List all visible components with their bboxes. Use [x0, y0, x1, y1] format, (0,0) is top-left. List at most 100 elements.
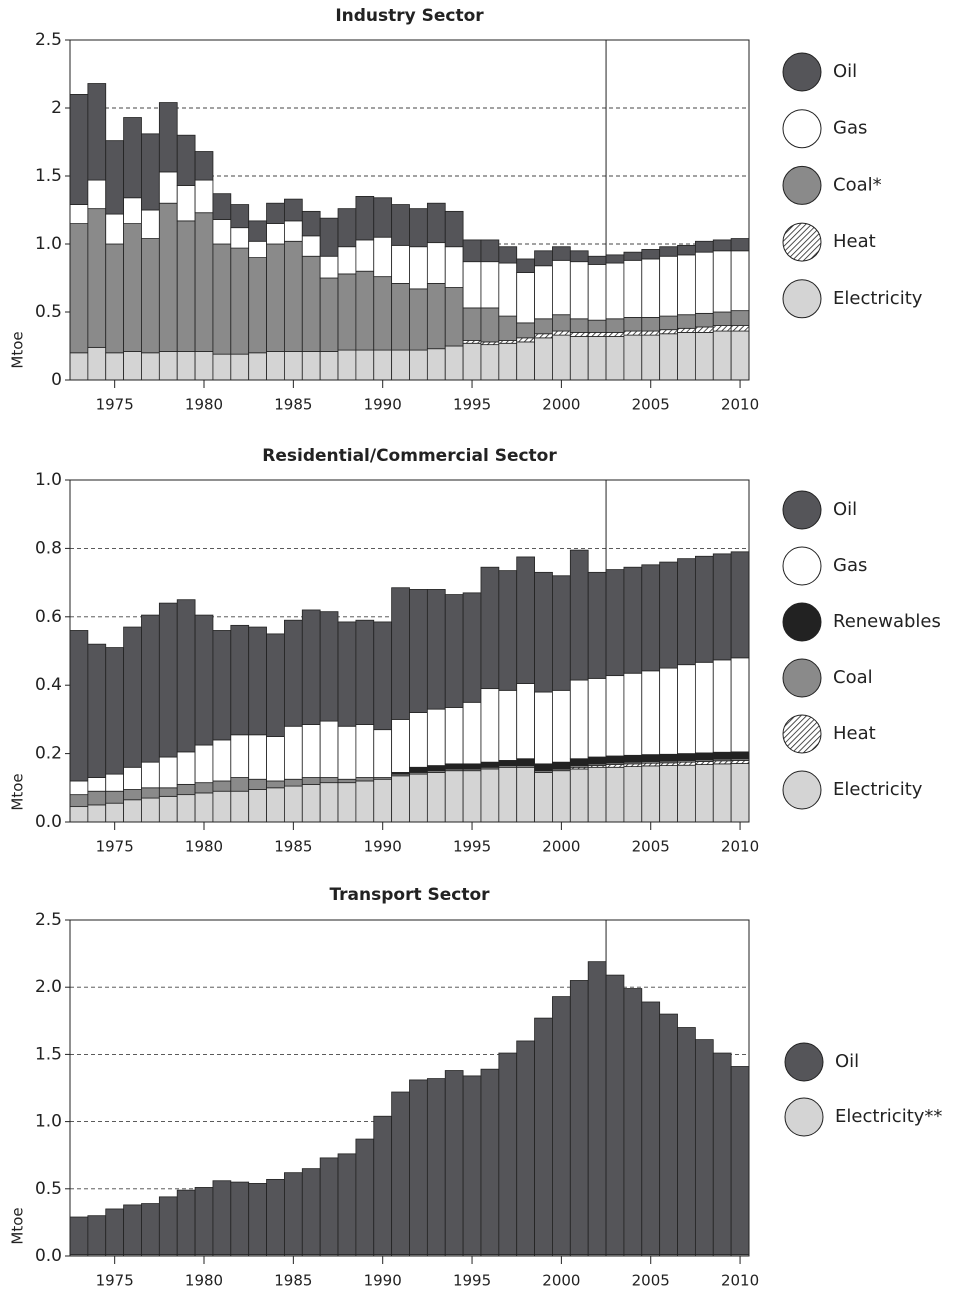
bar-segment — [301, 783, 321, 823]
x-tick-label: 1990 — [364, 396, 402, 414]
bar-segment — [373, 197, 393, 238]
bar-segment — [498, 246, 518, 264]
bar-segment — [426, 589, 446, 710]
bar-segment — [212, 243, 232, 355]
bar-segment — [641, 1001, 661, 1256]
bar-segment — [337, 273, 357, 351]
bar-segment — [659, 1013, 678, 1256]
bar-segment — [284, 220, 303, 242]
bar-segment — [355, 1138, 375, 1256]
bar-segment — [248, 734, 267, 780]
bar-segment — [141, 761, 160, 789]
bar-segment — [587, 571, 607, 679]
bar-segment — [391, 204, 410, 246]
bar-segment — [730, 751, 750, 760]
bar-segment — [480, 761, 500, 768]
bar-segment — [444, 594, 464, 708]
bar-segment — [230, 227, 250, 249]
bar-segment — [712, 751, 732, 760]
bar-segment — [659, 329, 678, 335]
bar-segment — [641, 317, 661, 332]
chart-title: Industry Sector — [335, 6, 484, 26]
bar-segment — [694, 240, 714, 253]
bar-segment — [194, 351, 214, 381]
bar-segment — [605, 766, 625, 823]
bar-segment — [319, 351, 339, 381]
bar-segment — [141, 352, 160, 381]
bar-segment — [105, 802, 125, 823]
y-axis-label: Mtoe — [9, 773, 27, 810]
bar-segment — [730, 1066, 750, 1256]
bar-segment — [534, 1017, 553, 1256]
bar-segment — [284, 240, 303, 352]
bar-segment — [284, 785, 303, 823]
bar-segment — [337, 621, 357, 727]
bar-segment — [480, 307, 500, 343]
bar-segment — [266, 243, 285, 352]
bar-segment — [694, 331, 714, 381]
legend-label: Heat — [833, 723, 876, 744]
bar-segment — [498, 1052, 518, 1256]
bar-segment — [105, 243, 125, 354]
bar-segment — [569, 758, 589, 766]
bar-segment — [123, 197, 142, 224]
bar-segment — [641, 670, 661, 756]
bar-segment — [730, 310, 750, 327]
bar-segment — [605, 974, 625, 1256]
bar-segment — [337, 208, 357, 248]
bar-segment — [230, 790, 250, 823]
bar-segment — [266, 780, 285, 789]
bar-segment — [712, 311, 732, 327]
bar-segment — [498, 570, 518, 691]
bar-segment — [266, 1178, 285, 1256]
x-tick-label: 1975 — [96, 838, 134, 856]
bar-segment — [623, 763, 643, 767]
y-axis-label: Mtoe — [9, 1207, 27, 1244]
bar-segment — [391, 587, 410, 720]
bar-segment — [158, 756, 178, 789]
bar-segment — [69, 94, 89, 205]
bar-segment — [552, 689, 571, 763]
bar-segment — [87, 346, 107, 381]
bar-segment — [480, 344, 500, 381]
bar-segment — [123, 223, 142, 352]
x-tick-label: 1995 — [453, 396, 491, 414]
bar-segment — [730, 657, 750, 753]
legend-swatch — [782, 279, 822, 319]
bar-segment — [123, 626, 142, 768]
bar-segment — [516, 766, 535, 823]
y-tick-label: 1.5 — [35, 1044, 62, 1064]
bar-segment — [69, 794, 89, 808]
chart-title: Transport Sector — [329, 885, 490, 905]
legend-swatch — [782, 546, 822, 586]
bar-segment — [444, 707, 464, 765]
bar-segment — [176, 751, 196, 785]
bar-segment — [516, 322, 535, 339]
bar-segment — [319, 1157, 339, 1256]
bar-segment — [176, 1189, 196, 1256]
bar-segment — [498, 689, 518, 761]
bar-segment — [87, 208, 107, 348]
x-tick-label: 2010 — [721, 838, 759, 856]
bar-segment — [426, 348, 446, 381]
bar-segment — [677, 764, 696, 823]
bar-segment — [677, 244, 696, 256]
bar-segment — [605, 569, 625, 677]
bar-segment — [462, 592, 482, 703]
bar-segment — [623, 259, 643, 318]
bar-segment — [552, 330, 571, 336]
y-tick-label: 0.0 — [35, 812, 62, 832]
bar-segment — [516, 556, 535, 684]
bar-segment — [176, 351, 196, 381]
bar-segment — [87, 179, 107, 210]
x-tick-label: 1995 — [453, 838, 491, 856]
bar-segment — [301, 1168, 321, 1256]
bar-segment — [87, 804, 107, 823]
bar-segment — [534, 772, 553, 823]
bar-segment — [444, 287, 464, 347]
bar-segment — [498, 760, 518, 766]
bar-segment — [123, 351, 142, 381]
bar-segment — [123, 766, 142, 790]
bar-segment — [712, 1052, 732, 1256]
bar-segment — [409, 766, 428, 773]
